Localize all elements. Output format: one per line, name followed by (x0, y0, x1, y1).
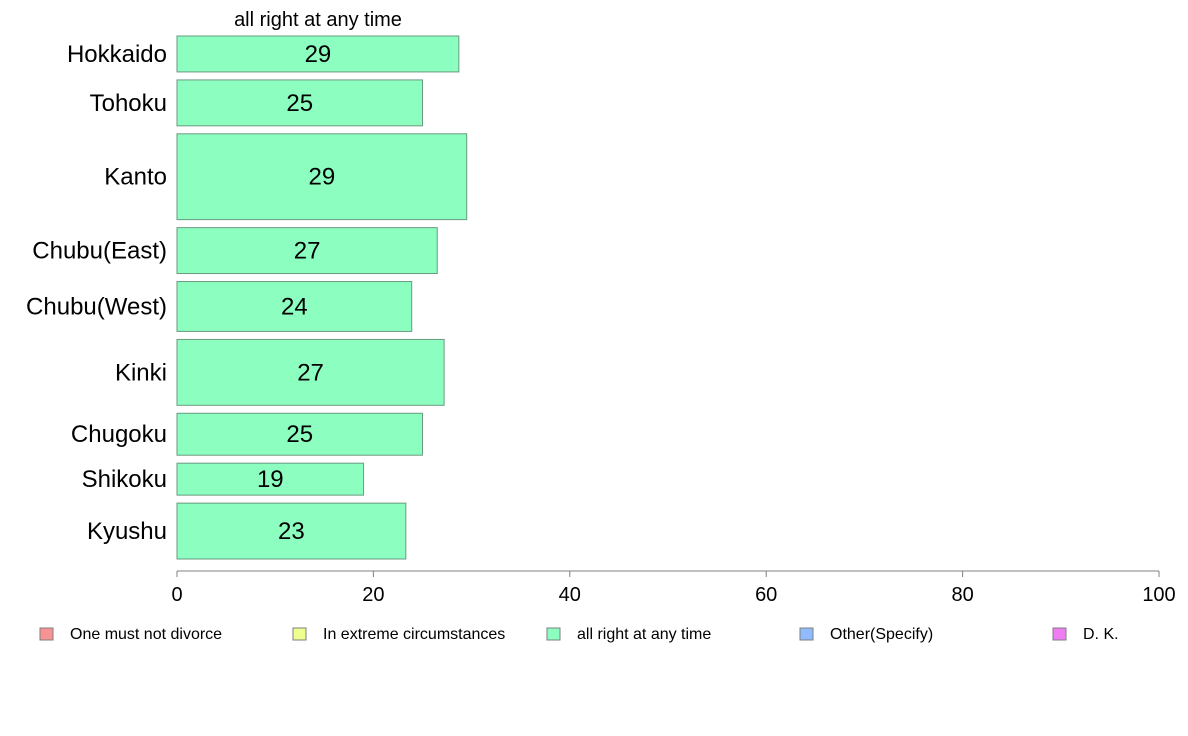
legend-swatch (1052, 627, 1067, 641)
legend-swatch (546, 627, 561, 641)
category-label: Kanto (104, 164, 167, 191)
data-label: 27 (294, 238, 321, 265)
x-axis: 0 20 40 60 80 100 (171, 570, 1176, 606)
category-label: Hokkaido (67, 41, 167, 68)
data-label: 23 (278, 518, 305, 545)
category-label: Chugoku (71, 421, 167, 448)
data-label: 24 (281, 293, 308, 320)
legend-swatch (292, 627, 307, 641)
bar-shikoku (176, 462, 365, 496)
data-label: 25 (286, 421, 313, 448)
bar-kyushu (176, 502, 407, 560)
category-label: Kinki (115, 359, 167, 386)
bar-kinki (176, 338, 445, 406)
legend-label: all right at any time (577, 626, 711, 643)
bar-chubu-east (176, 227, 438, 275)
legend-label: D. K. (1083, 626, 1119, 643)
bar-hokkaido (176, 35, 460, 73)
bar-tohoku (176, 79, 423, 127)
legend-swatch (39, 627, 54, 641)
data-label: 25 (286, 90, 313, 117)
legend-label: Other(Specify) (830, 626, 933, 643)
category-label: Tohoku (90, 90, 167, 117)
data-label: 29 (308, 164, 335, 191)
chart-title: all right at any time (234, 9, 402, 31)
category-label: Shikoku (82, 466, 167, 493)
category-label: Chubu(West) (26, 293, 167, 320)
x-tick-label: 80 (951, 584, 973, 606)
category-label: Kyushu (87, 518, 167, 545)
legend: One must not divorce In extreme circumsta… (39, 626, 1119, 643)
data-label: 29 (305, 41, 332, 68)
x-tick-label: 100 (1142, 584, 1175, 606)
bars-layer: Hokkaido 29 Tohoku 25 Kanto 29 Chubu(East) 27 Ch… (26, 35, 468, 560)
legend-label: One must not divorce (70, 626, 222, 643)
x-tick-label: 40 (559, 584, 581, 606)
data-label: 19 (257, 466, 284, 493)
x-tick-label: 0 (171, 584, 182, 606)
data-label: 27 (297, 359, 324, 386)
bar-kanto (176, 133, 468, 221)
x-tick-label: 20 (362, 584, 384, 606)
x-tick-label: 60 (755, 584, 777, 606)
category-label: Chubu(East) (32, 238, 167, 265)
legend-swatch (799, 627, 814, 641)
bar-chubu-west (176, 281, 413, 332)
legend-label: In extreme circumstances (323, 626, 505, 643)
bar-chugoku (176, 412, 423, 456)
